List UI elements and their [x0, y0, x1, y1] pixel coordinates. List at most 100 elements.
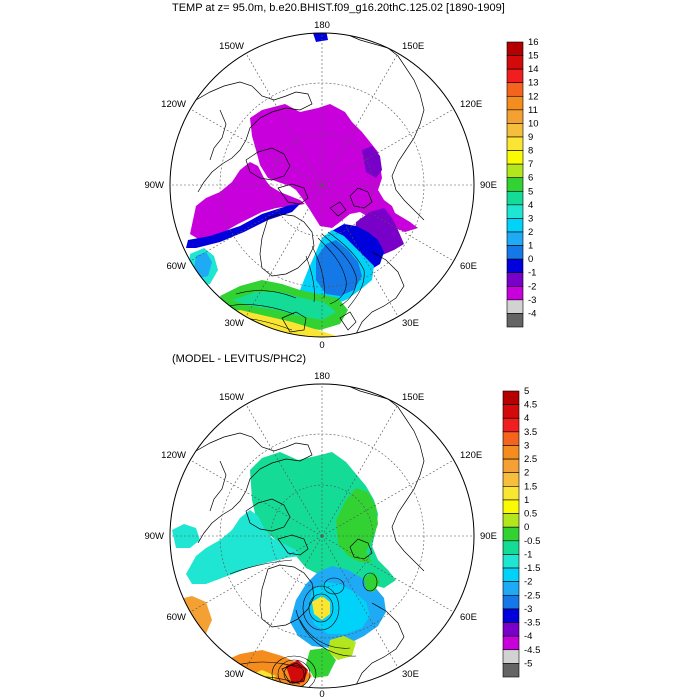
bottom-colorbar-swatch	[502, 404, 520, 419]
bottom-colorbar-swatch	[502, 417, 520, 433]
top-colorbar-label: 8	[528, 146, 533, 157]
top-colorbar-swatch	[506, 218, 524, 233]
bottom-field-green-atlantic	[306, 648, 336, 678]
top-colorbar-swatch	[506, 285, 524, 301]
bottom-colorbar-label: 0.5	[524, 509, 537, 520]
top-field-teal-atlantic	[232, 292, 336, 320]
top-field-bering-blue	[312, 33, 328, 42]
top-field-blue-channel	[186, 204, 300, 248]
bottom-colorbar-label: 4	[524, 413, 529, 424]
bottom-colorbar: 5 4.5 4 3.5 3 2.5 2 1.5 1 0.5 0 -0.5 -1 -1.5 -2 -2.5 -3 -…	[502, 386, 540, 678]
top-field-labrador-blue	[194, 252, 212, 278]
bottom-colorbar-label: -0.5	[524, 536, 540, 547]
bottom-colorbar-label: -2.5	[524, 590, 540, 601]
top-coastlines	[185, 33, 425, 335]
bottom-colorbar-label: -5	[524, 658, 532, 669]
bottom-meridian-labels: 180 150E 120E 90E 60E 30E 0 30W 60W 90W …	[144, 371, 496, 700]
bottom-colorbar-swatch	[502, 458, 520, 474]
bottom-colorbar-label: 1.5	[524, 481, 537, 492]
bottom-label-0: 0	[319, 689, 324, 700]
bottom-colorbar-swatch	[502, 554, 520, 569]
top-colorbar-swatch	[506, 123, 524, 138]
bottom-field-red-atlantic	[286, 660, 308, 684]
top-colorbar-label: 12	[528, 91, 539, 102]
top-label-30w: 30W	[224, 318, 244, 329]
bottom-colorbar-label: -1.5	[524, 563, 540, 574]
top-contours	[223, 231, 365, 331]
top-label-60w: 60W	[166, 261, 186, 272]
bottom-colorbar-swatch	[502, 649, 520, 664]
top-label-150w: 150W	[219, 41, 244, 52]
top-colorbar-label: 15	[528, 51, 539, 62]
top-panel-title: TEMP at z= 95.0m, b.e20.BHIST.f09_g16.20…	[172, 2, 505, 14]
top-colorbar-label: -3	[528, 295, 536, 306]
top-colorbar-label: 0	[528, 254, 533, 265]
top-label-120e: 120E	[460, 99, 482, 110]
bottom-colorbar-swatch	[502, 486, 520, 501]
bottom-label-120w: 120W	[161, 450, 186, 461]
top-colorbar-swatch	[506, 95, 524, 111]
bottom-label-60w: 60W	[166, 612, 186, 623]
top-colorbar-label: 10	[528, 118, 539, 129]
top-colorbar-label: 11	[528, 105, 538, 116]
top-field-purple-siberia	[362, 146, 382, 178]
top-label-90e: 90E	[480, 180, 497, 191]
bottom-panel-title: (MODEL - LEVITUS/PHC2)	[172, 353, 307, 365]
bottom-label-120e: 120E	[460, 450, 482, 461]
bottom-colorbar-label: 2.5	[524, 454, 537, 465]
top-colorbar-label: 14	[528, 64, 539, 75]
top-colorbar-swatch	[506, 150, 524, 165]
top-colorbar-swatch	[506, 204, 524, 219]
top-colorbar-swatch	[506, 245, 524, 260]
bottom-colorbar-label: -4.5	[524, 645, 540, 656]
bottom-colorbar-swatch	[502, 431, 520, 446]
top-colorbar-label: 5	[528, 186, 533, 197]
bottom-colorbar-swatch	[502, 513, 520, 528]
bottom-colorbar-swatch	[502, 635, 520, 651]
bottom-colorbar-swatch	[502, 567, 520, 582]
bottom-label-30e: 30E	[402, 669, 419, 680]
bottom-colorbar-label: -3	[524, 604, 532, 615]
top-label-180: 180	[314, 20, 330, 31]
bottom-colorbar-swatch	[502, 445, 520, 460]
bottom-colorbar-label: 5	[524, 386, 529, 397]
bottom-map-border	[169, 383, 475, 689]
top-colorbar-swatch	[506, 177, 524, 192]
bottom-colorbar-swatch	[502, 499, 520, 514]
bottom-colorbar-swatch	[502, 472, 520, 487]
top-colorbar-swatch	[506, 41, 524, 56]
bottom-map: 180 150E 120E 90E 60E 30E 0 30W 60W 90W …	[144, 371, 540, 700]
top-colorbar-swatch	[506, 299, 524, 314]
top-field-magenta	[250, 104, 418, 232]
bottom-colorbar-swatch	[502, 663, 520, 678]
top-colorbar-swatch	[506, 163, 524, 179]
top-colorbar-label: 4	[528, 200, 533, 211]
bottom-colorbar-label: -4	[524, 631, 532, 642]
bottom-label-30w: 30W	[224, 669, 244, 680]
bottom-label-60e: 60E	[460, 612, 477, 623]
bottom-colorbar-label: 2	[524, 468, 529, 479]
top-meridian-labels: 180 150E 120E 90E 60E 30E 0 30W 60W 90W …	[144, 20, 496, 351]
bottom-colorbar-swatch	[502, 526, 520, 542]
bottom-colorbar-label: 3	[524, 440, 529, 451]
top-colorbar-label: 3	[528, 213, 533, 224]
bottom-colorbar-label: 1	[524, 495, 529, 506]
top-colorbar-swatch	[506, 258, 524, 274]
top-colorbar-swatch	[506, 109, 524, 124]
top-colorbar-label: 13	[528, 78, 539, 89]
bottom-colorbar-label: -1	[524, 549, 532, 560]
bottom-label-150w: 150W	[219, 392, 244, 403]
top-colorbar-swatch	[506, 82, 524, 97]
bottom-colorbar-swatch	[502, 540, 520, 555]
top-colorbar-swatch	[506, 55, 524, 70]
bottom-colorbar-swatch	[502, 608, 520, 623]
bottom-colorbar-swatch	[502, 581, 520, 596]
top-colorbar-label: 9	[528, 132, 533, 143]
top-colorbar-label: 7	[528, 159, 533, 170]
top-colorbar-label: -4	[528, 308, 536, 319]
bottom-colorbar-label: -2	[524, 577, 532, 588]
bottom-contours	[225, 559, 378, 688]
bottom-label-150e: 150E	[402, 392, 424, 403]
bottom-label-90w: 90W	[144, 531, 164, 542]
